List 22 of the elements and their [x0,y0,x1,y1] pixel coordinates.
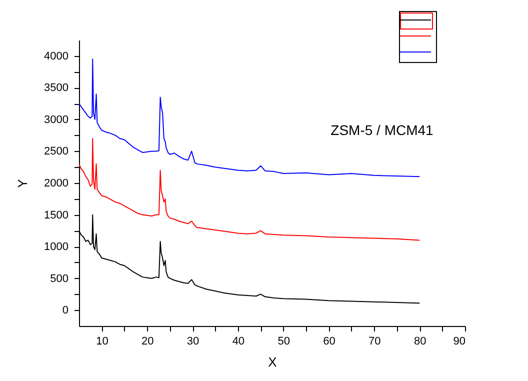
y-tick-label: 2500 [44,146,68,158]
x-tick-label: 60 [323,336,336,348]
y-tick-label: 500 [50,272,68,285]
annotation: ZSM-5 / MCM41 [330,122,434,138]
x-tick-label: 20 [141,336,154,348]
x-tick-label: 40 [232,336,245,348]
y-axis-title: Y [15,178,30,188]
x-tick-label: 30 [186,336,200,348]
x-axis-title: X [268,354,278,370]
y-tick-label: 0 [62,304,68,317]
y-tick-label: 3500 [44,82,68,94]
x-tick-label: 10 [96,336,108,348]
y-tick-label: 2000 [44,178,68,190]
x-tick-label: 50 [278,336,290,348]
y-tick-label: 1000 [44,241,68,254]
line-series [79,138,420,241]
x-tick-label: 90 [453,336,466,348]
x-tick-label: 80 [414,336,426,348]
y-tick-label: 3000 [44,114,68,126]
y-tick-label: 4000 [44,50,68,62]
x-tick-label: 70 [368,336,381,348]
y-tick-label: 1500 [44,209,68,222]
